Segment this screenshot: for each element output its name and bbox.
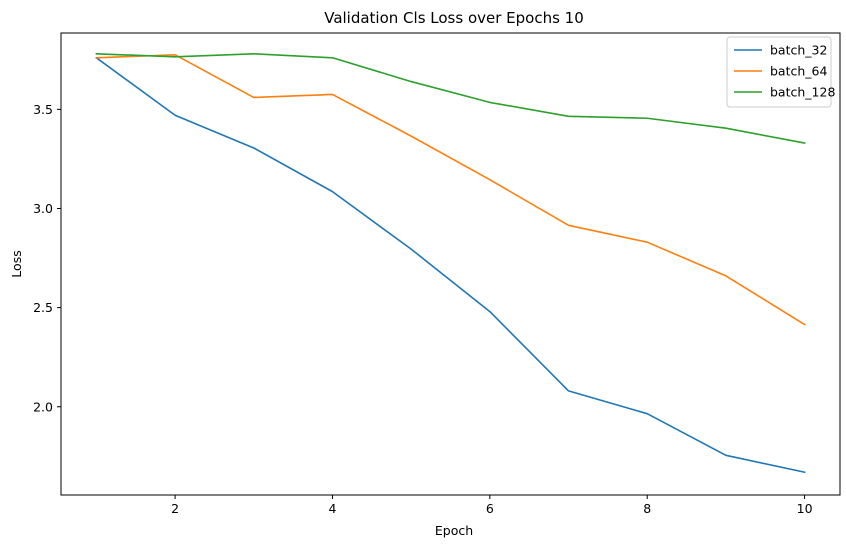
y-tick-label: 2.5 (33, 300, 53, 315)
x-tick-label: 8 (643, 501, 651, 516)
series-layer (95, 52, 806, 474)
series-line-batch_32 (95, 56, 806, 474)
y-tick-label: 3.5 (33, 102, 53, 117)
x-axis-ticks: 2 4 6 8 10 (171, 495, 813, 516)
y-tick-label: 3.0 (33, 201, 53, 216)
x-tick-label: 6 (486, 501, 494, 516)
legend: batch_32 batch_64 batch_128 (726, 36, 835, 108)
x-tick-label: 2 (171, 501, 179, 516)
legend-label-batch_128: batch_128 (770, 85, 835, 100)
x-tick-label: 10 (797, 501, 813, 516)
legend-label-batch_32: batch_32 (770, 43, 827, 58)
y-axis-ticks: 2.0 2.5 3.0 3.5 (33, 102, 61, 414)
x-axis-label: Epoch (435, 523, 473, 538)
chart-title: Validation Cls Loss over Epochs 10 (324, 9, 584, 27)
x-tick-label: 4 (328, 501, 336, 516)
series-line-batch_128 (95, 52, 806, 144)
legend-label-batch_64: batch_64 (770, 64, 827, 79)
plot-area (60, 32, 841, 496)
y-tick-label: 2.0 (33, 399, 53, 414)
y-axis-label: Loss (9, 250, 24, 277)
legend-box (726, 36, 832, 108)
series-line-batch_64 (95, 54, 806, 326)
